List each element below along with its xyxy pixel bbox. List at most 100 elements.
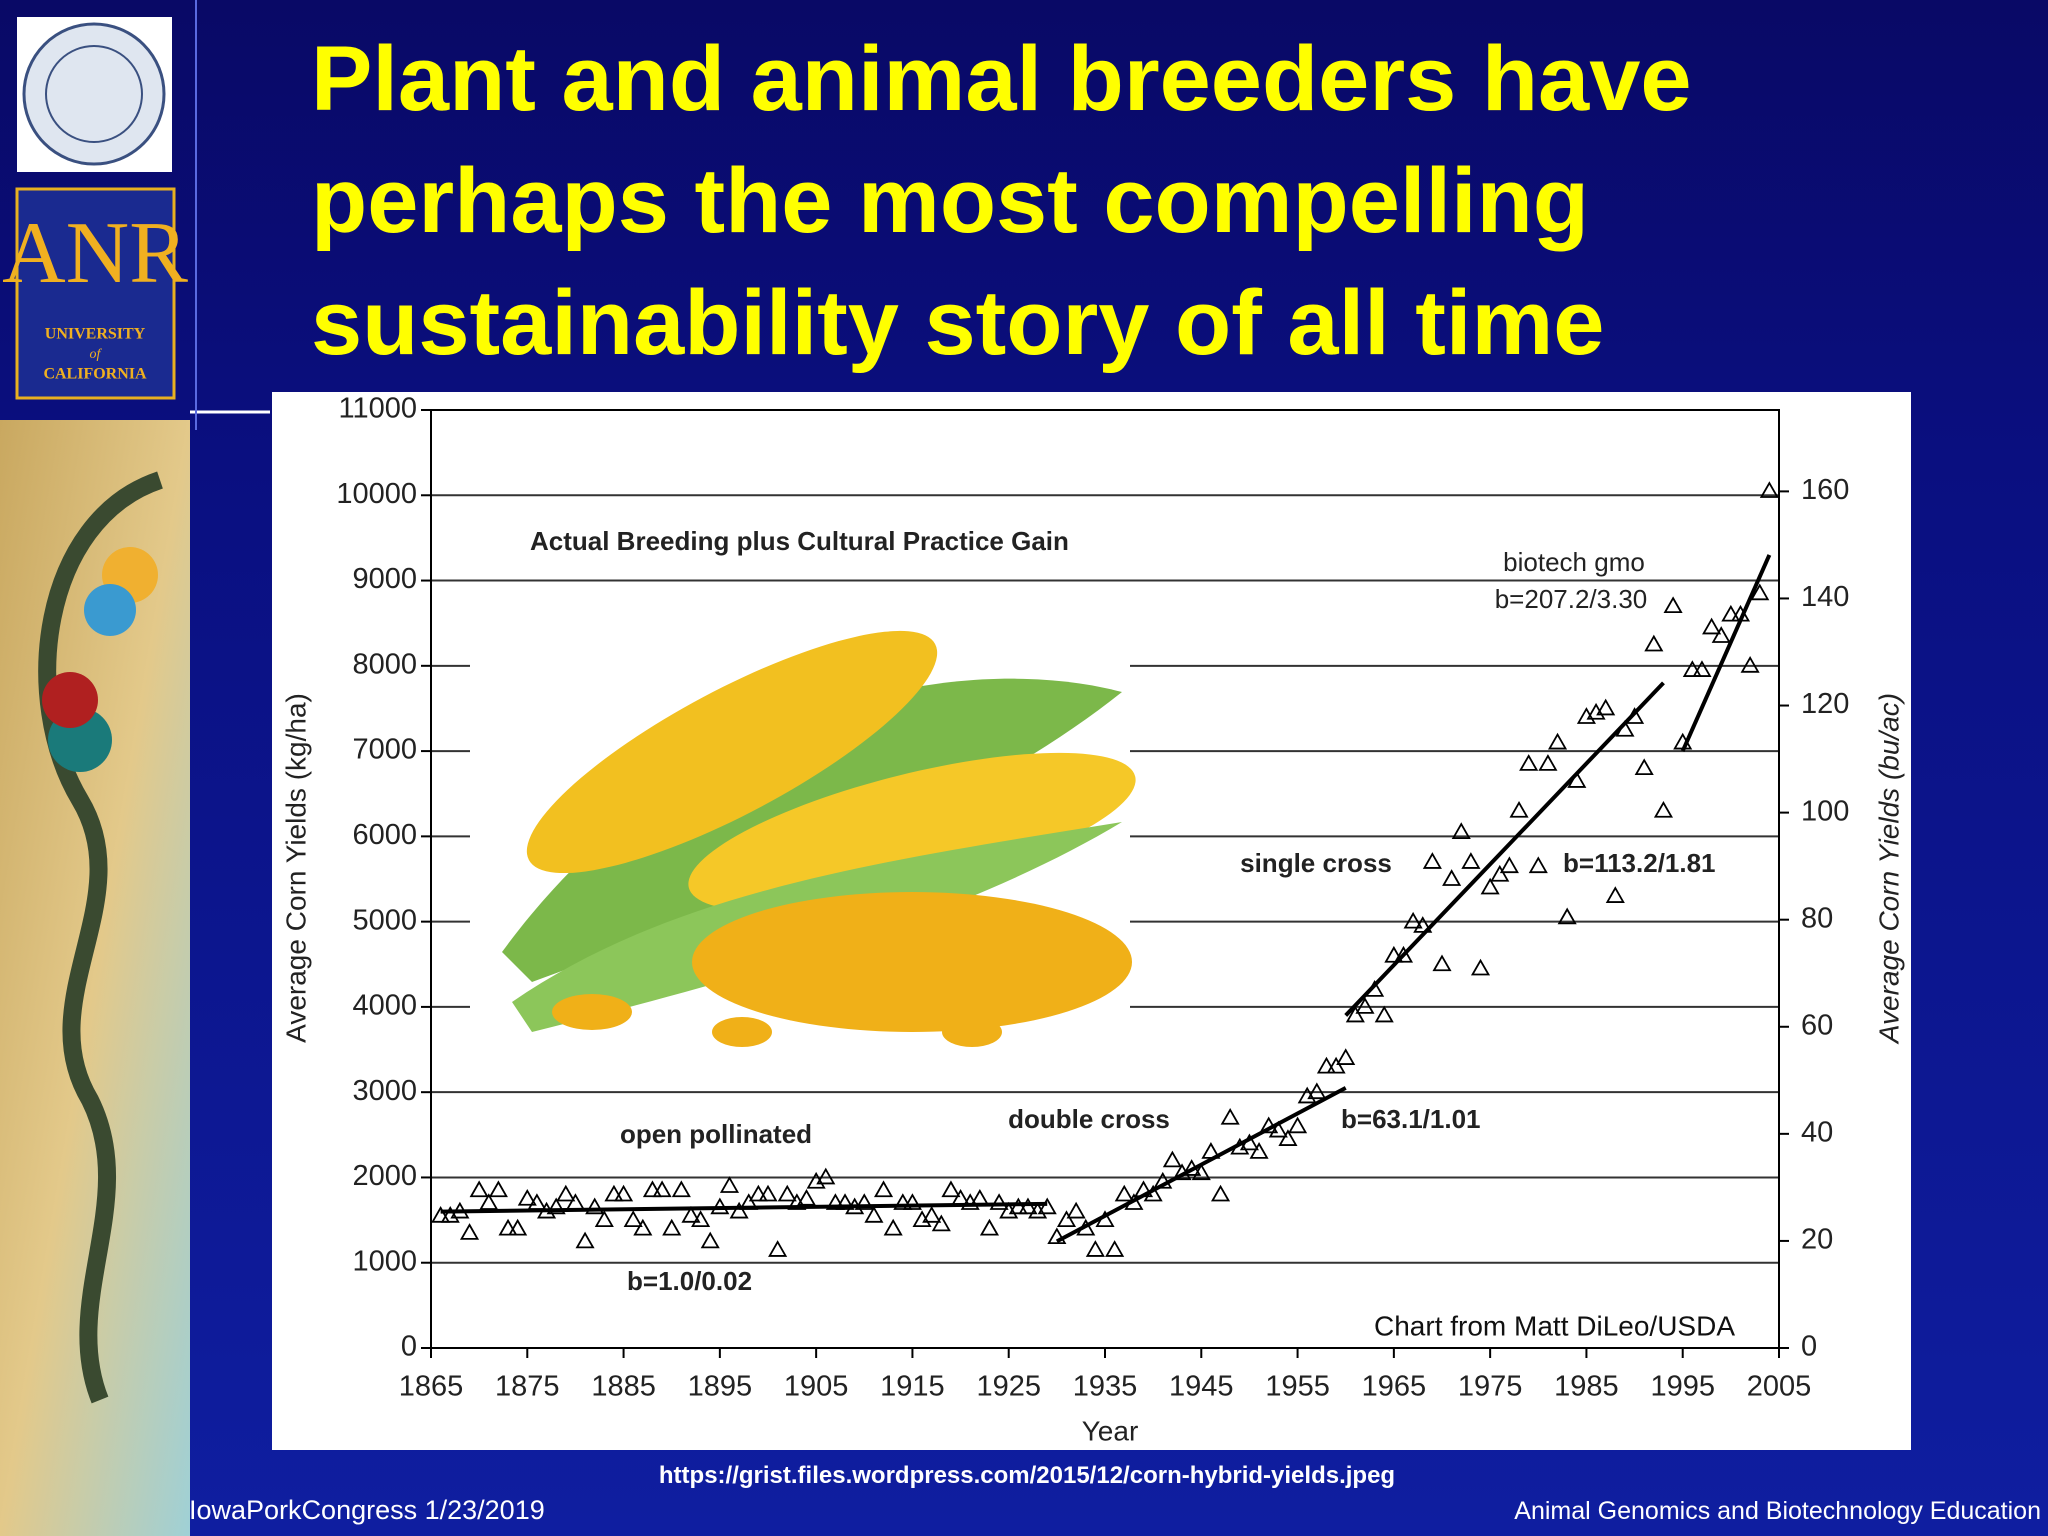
trend-label: b=1.0/0.02 xyxy=(627,1266,752,1296)
point xyxy=(1451,822,1471,839)
seal-ring xyxy=(45,45,143,143)
point xyxy=(565,1193,585,1210)
point xyxy=(1384,945,1404,963)
x-tick-label: 1985 xyxy=(1554,1371,1619,1403)
point xyxy=(498,1218,518,1236)
y2-tick-label: 20 xyxy=(1801,1224,1833,1256)
point xyxy=(1191,1163,1211,1181)
y-tick-label: 0 xyxy=(401,1331,417,1363)
point xyxy=(1432,954,1452,972)
point xyxy=(671,1180,691,1198)
y2-tick-label: 100 xyxy=(1801,795,1849,827)
point xyxy=(594,1210,614,1227)
point xyxy=(585,1197,605,1215)
point xyxy=(459,1223,480,1240)
point xyxy=(1345,1005,1365,1023)
title-line: perhaps the most compelling xyxy=(311,150,1589,252)
title-line: sustainability story of all time xyxy=(311,272,1605,374)
point xyxy=(700,1231,720,1249)
point xyxy=(431,1206,451,1223)
point xyxy=(1692,660,1712,677)
annotation: single cross xyxy=(1240,848,1392,878)
point xyxy=(1750,583,1770,601)
point xyxy=(1268,1120,1288,1138)
point xyxy=(979,1218,1000,1236)
anr-logo xyxy=(15,187,176,400)
trend-line xyxy=(1680,554,1772,752)
x-tick-label: 1975 xyxy=(1458,1371,1523,1403)
point xyxy=(1355,997,1375,1014)
source-url: https://grist.files.wordpress.com/2015/1… xyxy=(658,1462,1396,1489)
footer-right: Animal Genomics and Biotechnology Educat… xyxy=(1514,1497,2041,1525)
kernels xyxy=(942,1017,1002,1047)
point xyxy=(1105,1240,1125,1257)
point xyxy=(854,1193,874,1210)
point xyxy=(546,1197,566,1215)
slide-title: Plant and animal breeders have perhaps t… xyxy=(311,18,1692,384)
point xyxy=(883,1218,903,1236)
y-axis-label: Average Corn Yields (kg/ha) xyxy=(280,693,311,1043)
point xyxy=(1066,1201,1086,1219)
y-tick-label: 11000 xyxy=(339,393,418,425)
y-tick-label: 8000 xyxy=(352,648,417,680)
point xyxy=(488,1180,508,1198)
x-tick-label: 1935 xyxy=(1073,1371,1138,1403)
y2-tick-label: 120 xyxy=(1801,688,1849,720)
helix xyxy=(38,471,164,1404)
point xyxy=(1547,732,1568,750)
point xyxy=(796,1188,817,1206)
y-tick-label: 7000 xyxy=(352,734,417,766)
point xyxy=(1336,1048,1356,1065)
title-line: Plant and animal breeders have xyxy=(311,28,1692,130)
point xyxy=(835,1193,855,1210)
point xyxy=(1018,1197,1038,1215)
kernels xyxy=(692,892,1132,1032)
y-tick-label: 6000 xyxy=(352,819,417,851)
x-tick-label: 1915 xyxy=(880,1371,945,1403)
point xyxy=(1249,1142,1269,1159)
trend-line xyxy=(1055,1086,1347,1244)
x-tick-label: 1875 xyxy=(495,1371,560,1403)
y2-tick-label: 40 xyxy=(1801,1117,1833,1149)
point xyxy=(1316,1056,1337,1074)
trend-label: b=207.2/3.30 xyxy=(1495,584,1648,614)
point xyxy=(508,1218,528,1236)
y-tick-label: 4000 xyxy=(352,990,417,1022)
point xyxy=(623,1210,643,1227)
point xyxy=(1461,852,1481,869)
point xyxy=(1605,886,1625,903)
annotation: biotech gmo xyxy=(1503,547,1645,577)
plot: 0100020003000400050006000700080009000100… xyxy=(280,393,1904,1447)
point xyxy=(517,1188,537,1206)
plot-frame xyxy=(430,409,1780,1349)
point xyxy=(1153,1171,1173,1189)
point xyxy=(1740,656,1760,673)
point xyxy=(1702,617,1722,635)
y2-tick-label: 80 xyxy=(1801,902,1833,934)
point xyxy=(1220,1107,1240,1125)
point xyxy=(777,1184,797,1202)
point xyxy=(604,1184,624,1202)
point xyxy=(1644,634,1664,652)
x-tick-label: 1865 xyxy=(399,1371,464,1403)
point xyxy=(719,1176,740,1193)
point xyxy=(941,1180,961,1198)
point xyxy=(633,1218,653,1236)
point xyxy=(768,1240,788,1257)
y2-tick-label: 140 xyxy=(1801,581,1849,613)
point xyxy=(1480,877,1500,895)
point xyxy=(1519,754,1539,771)
point xyxy=(1557,907,1577,925)
point xyxy=(825,1193,845,1210)
point xyxy=(1759,481,1779,498)
y-tick-label: 2000 xyxy=(352,1160,417,1192)
logo-text: UNIVERSITY xyxy=(45,326,146,343)
point xyxy=(1278,1129,1298,1146)
point xyxy=(1114,1184,1134,1202)
point xyxy=(931,1214,951,1232)
point xyxy=(1288,1116,1308,1134)
point xyxy=(1085,1240,1105,1257)
point xyxy=(614,1184,634,1202)
x-tick-label: 1965 xyxy=(1362,1371,1427,1403)
